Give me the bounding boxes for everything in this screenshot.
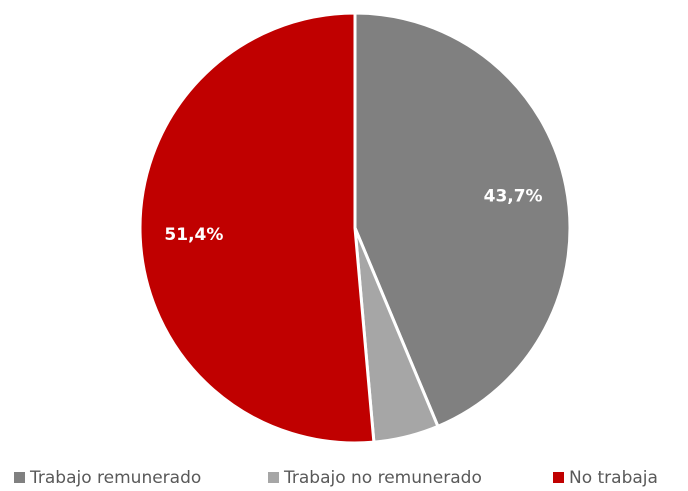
legend-swatch [14, 472, 25, 483]
pie-slice [353, 11, 572, 429]
legend-swatch [268, 472, 279, 483]
pie-slice [138, 11, 376, 445]
legend-label: No trabaja [569, 468, 658, 488]
data-label: 43,7% [484, 186, 543, 206]
data-label: 51,4% [164, 225, 223, 245]
legend-swatch [553, 472, 564, 483]
legend-label: Trabajo remunerado [29, 468, 201, 488]
legend-label: Trabajo no remunerado [283, 468, 482, 488]
